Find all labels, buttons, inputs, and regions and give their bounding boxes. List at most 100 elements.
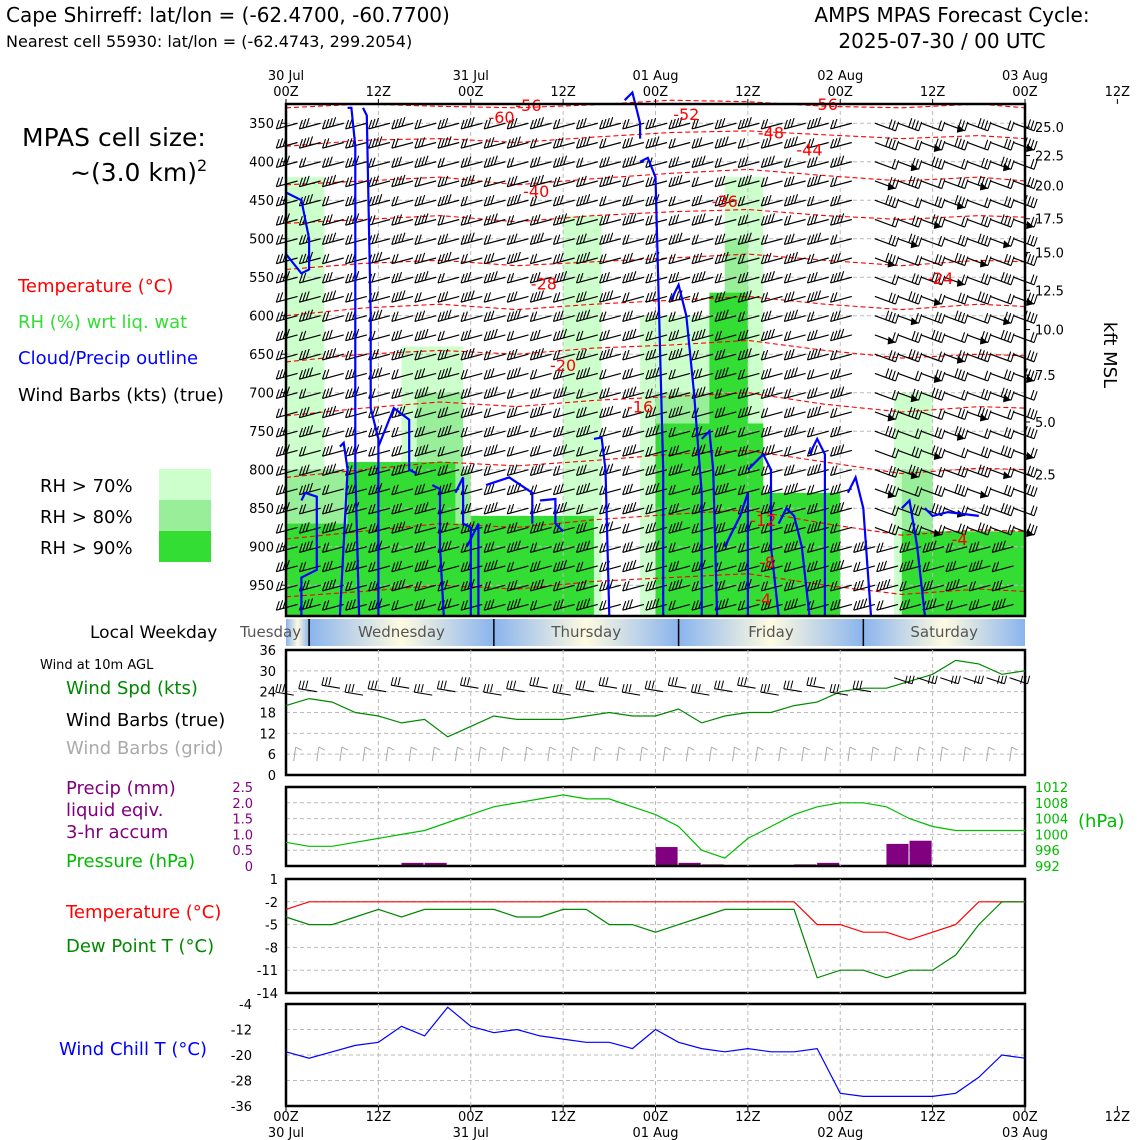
wind-barb-flag [440, 484, 445, 494]
grid-wind-barb [547, 746, 556, 762]
wind-barb-flag [961, 447, 966, 457]
surface-barb-flag [713, 680, 717, 689]
wind-barb-flag [767, 329, 772, 340]
wind-barb-flag [321, 389, 327, 399]
wind-barb-flag [888, 465, 893, 476]
wind-barb-flag [391, 312, 396, 322]
wind-barb-flag [602, 561, 607, 571]
wind-barb-flag [694, 176, 699, 186]
wind-barb-flag [764, 407, 769, 417]
wind-barb [483, 465, 506, 476]
wind-barb-flag [599, 389, 604, 399]
wind-barb-flag [563, 502, 568, 512]
wind-barb-flag [671, 272, 676, 283]
wind-barb-flag [714, 139, 719, 149]
wind-barb-flag [490, 541, 495, 551]
wind-barb [298, 482, 321, 496]
wind-barb-staff [530, 141, 552, 149]
wind-barb-flag [888, 427, 893, 437]
wind-barb [529, 174, 552, 188]
pressure-ytick-label: 996 [1035, 844, 1060, 859]
wind-barb-flag [398, 156, 403, 166]
wind-barb-flag [961, 158, 966, 169]
surface-barb-flag [744, 677, 748, 686]
wind-barb [897, 330, 923, 344]
wind-barb-flag [575, 427, 581, 438]
wind-barb-flag [321, 177, 327, 187]
wind-barb-flag [305, 483, 310, 494]
wind-barb-flag [721, 233, 726, 243]
wind-barb-flag [345, 177, 350, 187]
wind-barb-staff [897, 276, 919, 286]
pressure-ytick-label: 1012 [1035, 781, 1068, 796]
wind-barb [714, 309, 737, 323]
wind-barb-flag [645, 350, 650, 361]
wind-barb [760, 407, 783, 419]
wind-barb-flag [321, 408, 327, 418]
wind-barb-flag [605, 271, 610, 282]
grid-wind-barb [870, 746, 880, 762]
grid-barb-flag [872, 746, 880, 751]
wind-barb-flag [694, 234, 699, 244]
wind-barb-flag [559, 271, 564, 282]
wind-barb-staff [507, 238, 529, 246]
wind-barb-flag [908, 522, 913, 532]
wind-barb-flag [717, 503, 722, 514]
wind-barb-staff [784, 449, 806, 457]
grid-barb-staff [362, 747, 366, 762]
wind-barb-flag [348, 311, 353, 321]
wind-barb [483, 523, 506, 534]
wind-barb-flag [787, 426, 792, 437]
wind-barb-flag [437, 273, 442, 284]
wind-barb [943, 176, 969, 190]
wind-barb-flag [625, 234, 630, 244]
wind-barb-flag [582, 291, 587, 301]
grid-wind-barb [316, 746, 326, 762]
wind-barb-flag [298, 446, 303, 457]
wind-barb-flag [1007, 312, 1012, 323]
wind-barb-flag [741, 215, 746, 225]
wind-barb [391, 174, 414, 188]
wind-barb-staff [874, 218, 896, 228]
wind-barb-flag [506, 196, 511, 207]
wind-barb-flag [345, 350, 350, 361]
wind-barb-flag [675, 329, 680, 340]
wind-barb-staff [460, 141, 483, 149]
top-hour-label: 12Z [920, 85, 946, 100]
wind-barb-flag [398, 560, 403, 571]
wind-barb-flag [671, 157, 676, 167]
wind-barb-flag [536, 579, 541, 590]
wind-barb-flag [817, 117, 822, 127]
wind-barb-flag [737, 523, 742, 534]
wind-barb-flag [737, 485, 742, 495]
wind-barb [460, 253, 483, 265]
wind-barb-flag [414, 369, 419, 380]
wind-barb-flag [414, 216, 419, 226]
wind-barb-flag [463, 503, 468, 514]
wind-barb-flag [348, 523, 353, 533]
surface-barb-staff [691, 691, 710, 696]
surface-barb-flag [282, 684, 286, 693]
wind-barb [414, 580, 437, 592]
wind-barb-flag [486, 292, 492, 302]
wind-barb [575, 117, 598, 130]
wind-barb-flag [922, 562, 927, 572]
wind-barb-flag [533, 311, 538, 321]
wind-barb [645, 406, 668, 419]
wind-barb-flag [833, 465, 838, 475]
wind-barb-flag [559, 156, 564, 166]
wind-barb-flag [977, 233, 982, 243]
wind-barb [575, 540, 598, 553]
wind-barb [714, 367, 737, 380]
wind-barb [967, 197, 992, 209]
wind-barb-flag [552, 408, 557, 418]
wind-barb-flag [490, 483, 495, 494]
wind-barb-flag [605, 233, 610, 243]
wind-barb-flag [398, 291, 403, 301]
wind-barb [298, 598, 321, 611]
wind-barb [575, 175, 598, 188]
wind-barb-flag [463, 484, 468, 494]
wind-barb-flag [391, 273, 396, 284]
wind-barb-flag [724, 309, 729, 319]
surface-barb-flag [813, 677, 817, 686]
